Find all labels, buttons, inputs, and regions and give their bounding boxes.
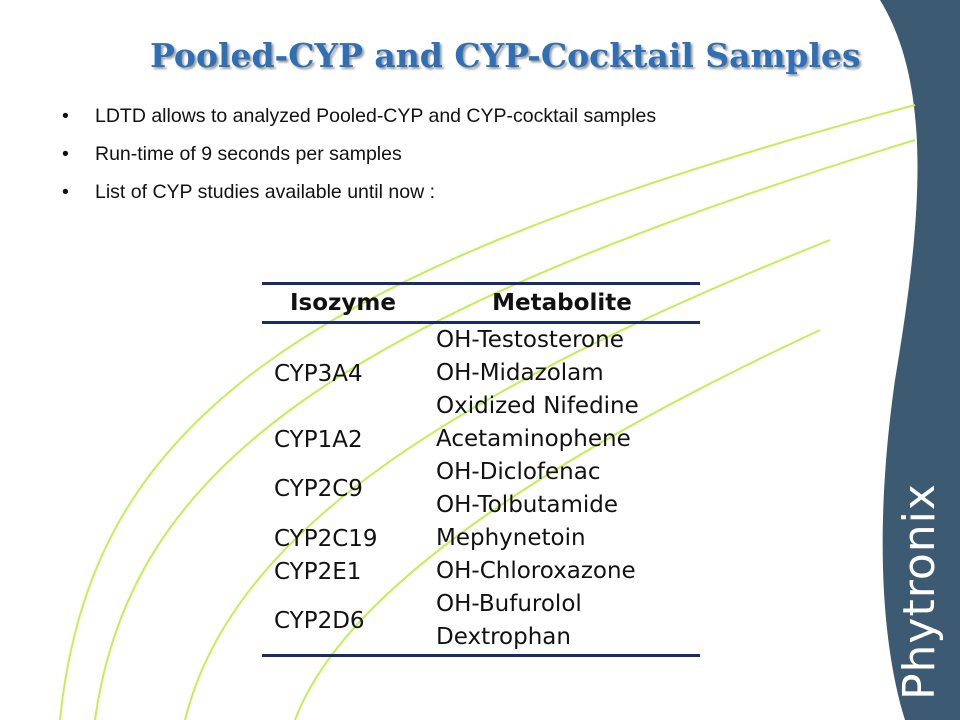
metabolite-name: Acetaminophene [436, 426, 631, 452]
metabolite-cell: OH-Diclofenac OH-Tolbutamide [424, 456, 700, 522]
right-side-panel [880, 0, 960, 720]
metabolite-name: Mephynetoin [436, 525, 586, 551]
phytronix-logo: Phytronix [894, 483, 945, 700]
metabolite-name: OH-Bufurolol [436, 591, 582, 617]
slide-title: Pooled-CYP and CYP-Cocktail Samples [150, 36, 861, 75]
green-swoosh-lines [59, 104, 916, 720]
metabolite-header: Metabolite [492, 290, 632, 316]
isozyme-cell: CYP2E1 [274, 558, 362, 585]
isozyme-header: Isozyme [290, 290, 396, 316]
isozyme-cell: CYP2C19 [274, 525, 378, 552]
bullet-list: LDTD allows to analyzed Pooled-CYP and C… [62, 104, 782, 218]
metabolite-name: OH-Diclofenac [436, 459, 601, 485]
bullet-item: LDTD allows to analyzed Pooled-CYP and C… [62, 104, 782, 129]
bullet-item: List of CYP studies available until now … [62, 180, 782, 205]
isozyme-cell: CYP3A4 [274, 360, 363, 387]
metabolite-name: OH-Chloroxazone [436, 558, 636, 584]
metabolite-name: OH-Testosterone [436, 327, 624, 353]
bullet-item: Run-time of 9 seconds per samples [62, 142, 782, 167]
table-row: CYP3A4 OH-Testosterone OH-Midazolam Oxidize… [262, 323, 700, 424]
metabolite-cell: OH-Chloroxazone [424, 555, 700, 588]
cyp-table: Isozyme Metabolite CYP3A4 OH-Testosterone… [262, 282, 700, 657]
metabolite-cell: Mephynetoin [424, 522, 700, 555]
table-row: CYP1A2 Acetaminophene [262, 423, 700, 456]
metabolite-name: Dextrophan [436, 624, 571, 650]
table-row: CYP2D6 OH-Bufurolol Dextrophan [262, 588, 700, 656]
table-body: CYP3A4 OH-Testosterone OH-Midazolam Oxidize… [262, 323, 700, 656]
isozyme-cell: CYP2C9 [274, 476, 363, 502]
table-header-row: Isozyme Metabolite [262, 283, 700, 323]
metabolite-cell: OH-Bufurolol Dextrophan [424, 588, 700, 656]
table-row: CYP2C19 Mephynetoin [262, 522, 700, 555]
table-row: CYP2E1 OH-Chloroxazone [262, 555, 700, 588]
metabolite-name: OH-Midazolam [436, 360, 604, 386]
metabolite-cell: OH-Testosterone OH-Midazolam Oxidized Nife… [424, 323, 700, 424]
table-row: CYP2C9 OH-Diclofenac OH-Tolbutamide [262, 456, 700, 522]
isozyme-cell: CYP1A2 [274, 426, 363, 453]
isozyme-cell: CYP2D6 [274, 608, 365, 634]
metabolite-cell: Acetaminophene [424, 423, 700, 456]
metabolite-name: OH-Tolbutamide [436, 492, 619, 518]
metabolite-name: Oxidized Nifedine [436, 393, 639, 419]
